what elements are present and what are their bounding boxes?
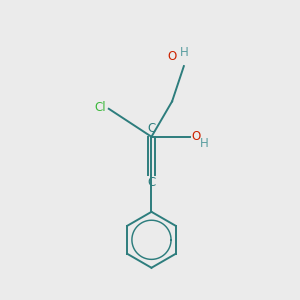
Text: C: C [147, 122, 156, 135]
Text: C: C [147, 176, 156, 190]
Text: O: O [167, 50, 176, 63]
Text: Cl: Cl [94, 101, 106, 114]
Text: H: H [179, 46, 188, 59]
Text: O: O [191, 130, 200, 143]
Text: H: H [200, 137, 209, 150]
